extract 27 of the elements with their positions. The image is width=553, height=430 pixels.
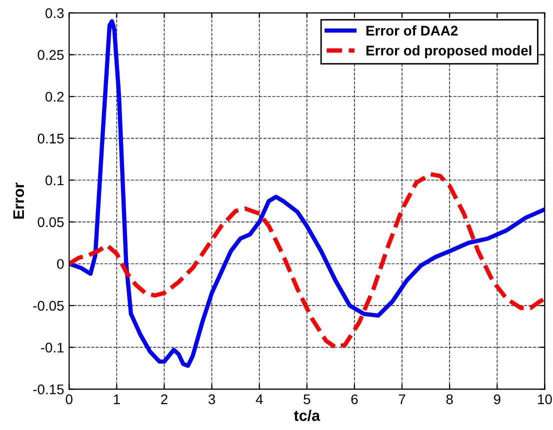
x-tick-label: 3 xyxy=(208,394,216,404)
y-tick-label: 0.3 xyxy=(46,8,64,18)
y-axis-title: Error xyxy=(13,182,24,219)
y-tick-label: 0.2 xyxy=(46,92,64,102)
legend-label: Error od proposed model xyxy=(366,45,532,58)
y-tick-label: -0.15 xyxy=(33,384,64,394)
x-tick-label: 2 xyxy=(161,394,168,404)
x-tick-label: 8 xyxy=(446,394,453,404)
x-tick-label: 7 xyxy=(398,394,406,404)
x-tick-label: 1 xyxy=(114,394,120,404)
y-tick-label: -0.05 xyxy=(33,300,64,311)
line-series xyxy=(69,172,545,350)
x-tick-label: 4 xyxy=(256,394,263,404)
x-axis-title: tc/a xyxy=(294,410,320,422)
y-tick-label: -0.1 xyxy=(40,342,64,353)
x-tick-label: 10 xyxy=(538,394,552,404)
y-tick-label: 0.05 xyxy=(38,217,64,228)
x-tick-label: 9 xyxy=(494,394,500,404)
line-series xyxy=(69,19,545,368)
x-tick-label: 6 xyxy=(351,394,358,404)
y-tick-label: 0.1 xyxy=(46,175,64,186)
y-tick-label: 0.15 xyxy=(38,134,64,144)
y-tick-label: 0 xyxy=(57,259,64,269)
legend-label: Error of DAA2 xyxy=(366,25,458,36)
x-tick-label: 5 xyxy=(304,394,310,404)
x-tick-label: 0 xyxy=(66,394,72,404)
y-tick-label: 0.25 xyxy=(38,50,64,60)
